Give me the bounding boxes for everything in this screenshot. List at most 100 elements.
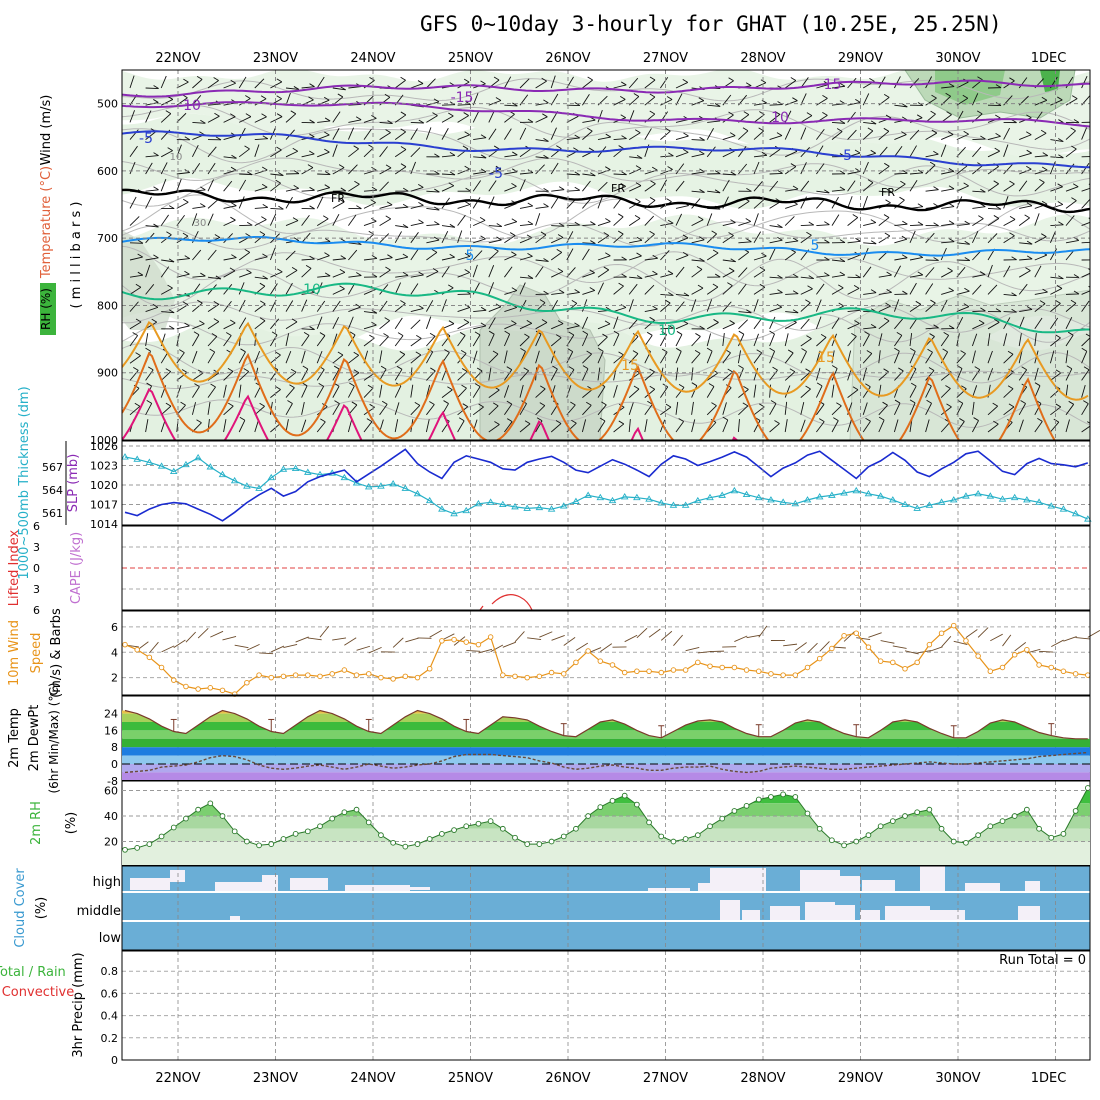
wind-barb (847, 254, 860, 261)
wind-barb (831, 85, 845, 89)
wind-barb (379, 167, 392, 175)
wind-barb (1065, 239, 1079, 244)
rh-2m-point (134, 845, 141, 851)
wind-barb-flag (213, 300, 220, 305)
wind-barb (956, 81, 969, 89)
wind-barb (441, 225, 455, 228)
wind-speed-point (926, 641, 933, 648)
wind-barb (925, 302, 936, 312)
wind-barb (784, 216, 795, 226)
wind-barb-10m (660, 630, 673, 641)
wind-barb (1081, 241, 1090, 244)
wind-barb (972, 146, 982, 158)
wind-barb (176, 178, 182, 192)
wind-barb (550, 162, 559, 175)
wind-barb (254, 350, 261, 364)
wind-barb (1018, 419, 1024, 433)
wind-barb-flag (621, 81, 627, 86)
wind-barb (254, 116, 267, 123)
wind-barb-flag (402, 272, 409, 276)
cloud-mid-clear (835, 905, 855, 920)
wind-barb (925, 336, 935, 347)
wind-barb (285, 333, 290, 347)
wind-barb (1034, 213, 1040, 226)
wind-barb-flag (292, 217, 299, 222)
thickness-point (974, 489, 982, 497)
wind-barb (457, 104, 471, 106)
wind-barb-flag (1057, 201, 1064, 205)
wind-barb (301, 153, 315, 158)
wind-barb (660, 155, 674, 158)
wind-barb-flag (635, 165, 642, 169)
wind-barb (519, 223, 533, 227)
wind-barb (878, 404, 888, 416)
wind-barb-10m (673, 634, 683, 646)
wind-barb (863, 121, 877, 125)
wind-barb (660, 250, 670, 261)
wind-barb (1003, 388, 1014, 398)
wind-barb-flag (942, 348, 948, 353)
wind-barb (753, 181, 763, 192)
wind-barb (629, 239, 643, 244)
wind-barb (785, 203, 798, 209)
wind-barb-flag (1055, 403, 1061, 408)
wind-barb-flag (1011, 256, 1017, 261)
wind-barb (691, 299, 697, 312)
wind-barb (379, 384, 383, 398)
wind-barb-flag (964, 240, 970, 245)
wind-barb (550, 197, 559, 209)
wind-barb (894, 335, 903, 347)
wind-barb (800, 419, 806, 433)
wind-barb (551, 271, 564, 278)
date-label-top: 26NOV (545, 51, 590, 66)
wind-barb (629, 255, 642, 261)
wind-barb (956, 133, 969, 141)
wind-barb (785, 150, 798, 158)
wind-barb-flag (184, 322, 190, 327)
contour-label: -15 (819, 77, 842, 93)
wind-barb (394, 354, 406, 364)
wind-barb-flag (231, 154, 237, 159)
wind-barb-flag (137, 239, 144, 244)
wind-barb-flag (557, 234, 564, 238)
rh-2m-point (902, 813, 908, 819)
wind-barb (1081, 351, 1088, 364)
wind-barb (316, 300, 326, 312)
wind-barb (238, 179, 247, 192)
wind-barb-flag (728, 267, 735, 272)
temp-contour-p20 (122, 351, 1056, 440)
wind-barb-flag (339, 268, 346, 273)
wind-barb-flag (836, 128, 843, 132)
wind-barb-flag (153, 85, 159, 89)
wind-barb (472, 350, 478, 364)
temp-contour-m5 (122, 130, 1090, 169)
wind-barb-flag (369, 76, 375, 81)
wind-barb (847, 180, 856, 192)
wind-barb-flag (901, 131, 907, 135)
wind-barb (457, 255, 471, 261)
wind-barb (691, 259, 705, 262)
thickness-point (645, 495, 653, 502)
wind-barb (145, 225, 159, 228)
wind-barb-flag (588, 147, 595, 152)
wind-barb (223, 270, 236, 278)
wind-barb-flag (620, 96, 626, 100)
date-label-bottom: 26NOV (545, 1071, 590, 1086)
wind-barb (1034, 367, 1039, 381)
wind-barb (816, 224, 830, 227)
wind-barb (769, 351, 776, 364)
rh-2m-point (1011, 813, 1018, 819)
wind-barb-flag (524, 420, 531, 425)
wind-barb (535, 206, 549, 209)
ylabel-rh2m: 2m RH (29, 801, 44, 845)
wind-barb-flag (902, 169, 908, 174)
wind-barb-flag (447, 386, 453, 391)
wind-barb (769, 276, 783, 279)
rh-2m-point (244, 838, 250, 845)
wind-barb-flag (1057, 96, 1063, 101)
thickness-point (340, 473, 349, 481)
wind-barb (800, 224, 814, 227)
cloud-high-clear (698, 883, 710, 891)
wind-barb (660, 169, 673, 175)
